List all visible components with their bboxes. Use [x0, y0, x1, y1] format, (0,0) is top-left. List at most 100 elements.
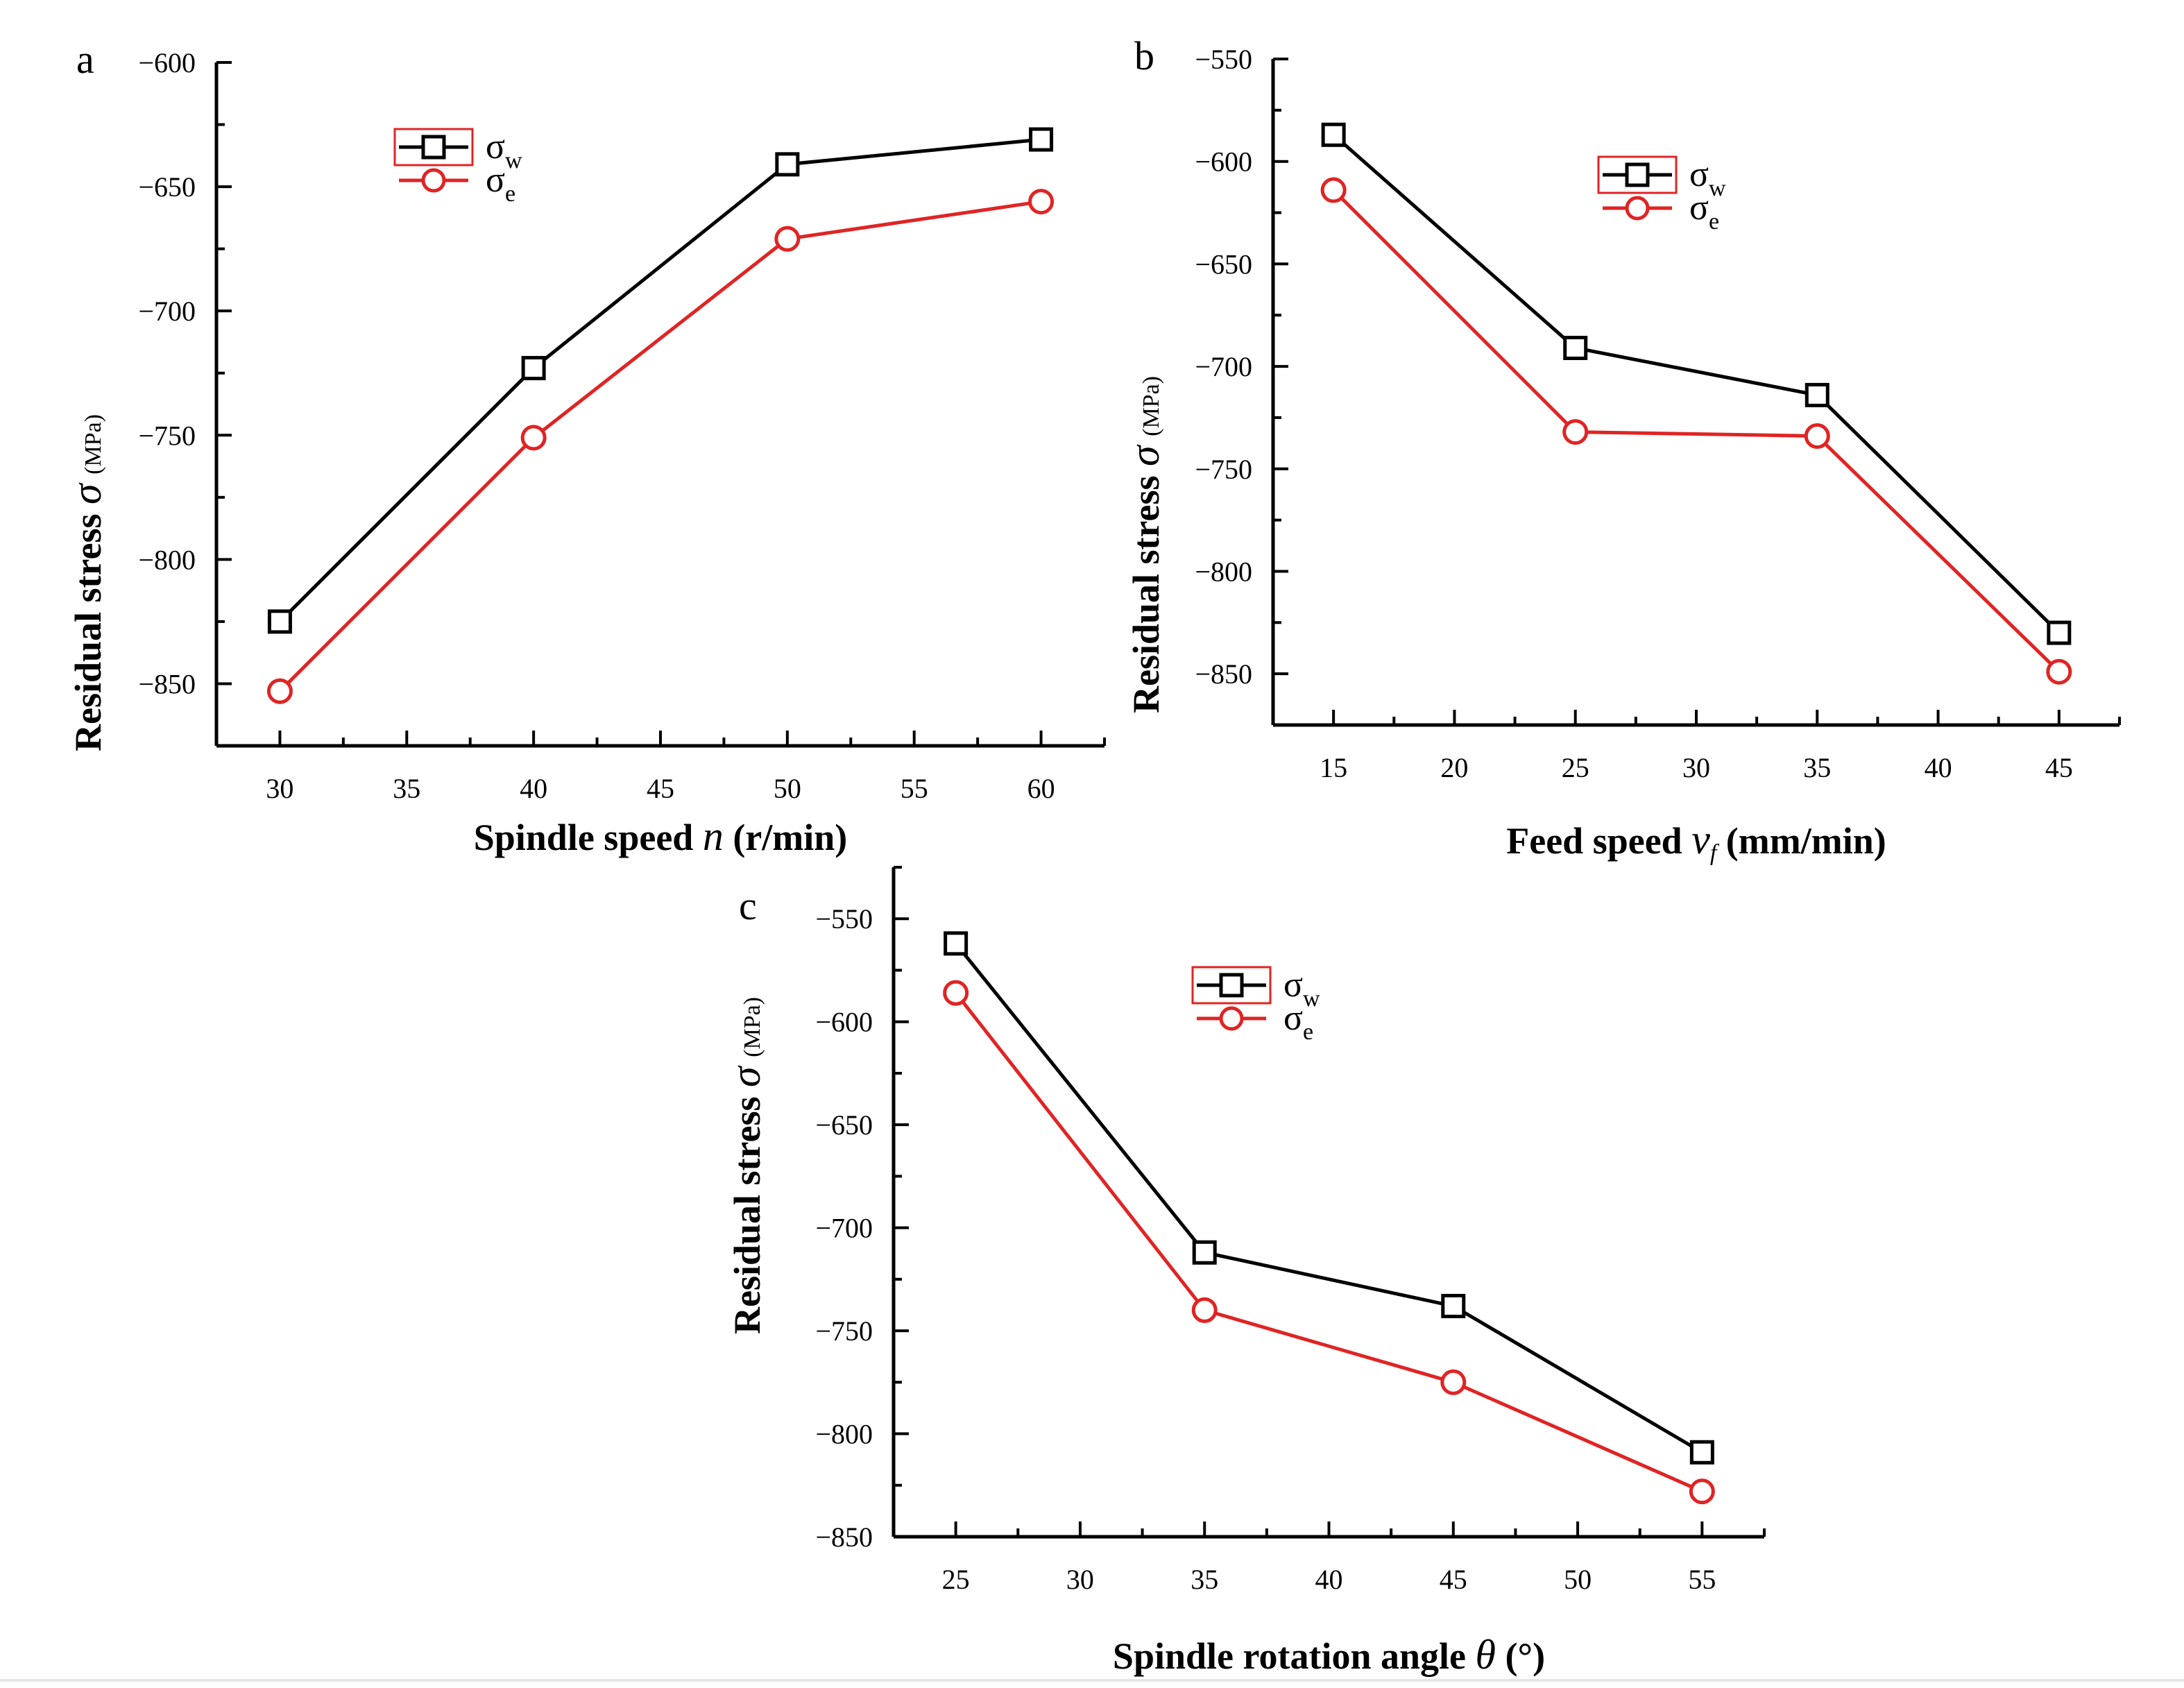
legend-subscript: w — [1303, 986, 1320, 1012]
x-tick-value: 35 — [1803, 752, 1831, 783]
y-tick-sign: − — [138, 544, 154, 575]
legend-label-sigma-w: σw — [1689, 155, 1726, 201]
y-axis-label-unit: (MPa) — [80, 414, 106, 475]
x-tick-label: 50 — [774, 773, 801, 804]
legend-frame — [1597, 155, 1678, 194]
y-tick-sign: − — [1195, 248, 1211, 280]
x-tick-value: 55 — [901, 773, 928, 804]
legend-symbol: σ — [1689, 155, 1709, 194]
x-tick-label: 30 — [1682, 752, 1710, 783]
y-tick-sign: − — [138, 47, 154, 78]
y-tick-sign: − — [815, 1419, 831, 1450]
y-tick-sign: − — [1195, 454, 1211, 485]
x-tick-value: 25 — [1562, 752, 1589, 783]
data-point-sigma-w — [267, 609, 292, 634]
y-tick-sign: − — [815, 1109, 831, 1141]
y-tick-value: 600 — [154, 47, 196, 78]
legend-marker-sigma-w — [1625, 162, 1650, 187]
y-tick-sign: − — [815, 1213, 831, 1244]
x-tick-value: 30 — [1682, 752, 1710, 783]
y-tick-label: −850 — [138, 668, 196, 699]
x-axis-label-space — [724, 817, 733, 858]
data-point-sigma-e — [1440, 1369, 1467, 1395]
x-axis-label-main: Spindle speed — [474, 817, 694, 858]
data-point-sigma-e — [1028, 189, 1055, 215]
data-point-sigma-w — [1321, 122, 1346, 147]
x-tick-label: 20 — [1440, 752, 1468, 783]
x-axis-label-space — [1716, 820, 1726, 862]
legend-symbol: σ — [1283, 998, 1303, 1038]
data-point-sigma-w — [775, 152, 800, 177]
x-axis-label: Feed speed vf (mm/min) — [1506, 817, 1886, 866]
y-axis-label: Residual stress σ (MPa) — [1122, 376, 1168, 713]
y-tick-value: 700 — [1211, 351, 1252, 382]
y-axis-label-unit: (MPa) — [740, 997, 765, 1057]
x-axis-label-space — [1682, 820, 1692, 862]
legend-symbol: σ — [486, 127, 505, 167]
y-tick-value: 850 — [831, 1521, 873, 1553]
y-tick-label: −700 — [138, 296, 196, 327]
series-line-sigma-w — [954, 942, 1703, 1454]
x-tick-label: 40 — [1925, 752, 1952, 783]
x-tick-value: 25 — [942, 1564, 970, 1595]
y-axis-label-space — [1125, 436, 1167, 446]
y-tick-sign: − — [1195, 351, 1211, 382]
x-axis-label: Spindle rotation angle θ (°) — [1113, 1632, 1545, 1678]
y-tick-value: 550 — [1211, 44, 1252, 75]
y-tick-label: −650 — [1195, 248, 1252, 280]
x-tick-label: 60 — [1027, 773, 1055, 804]
data-point-sigma-e — [520, 425, 547, 451]
y-tick-sign: − — [1195, 146, 1211, 178]
y-tick-sign: − — [815, 1315, 831, 1347]
x-axis-label-main: Spindle rotation angle — [1113, 1635, 1466, 1677]
y-tick-label: −550 — [815, 903, 873, 935]
legend-label-sigma-e: σe — [486, 160, 515, 207]
y-tick-label: −850 — [1195, 658, 1252, 690]
x-tick-value: 50 — [774, 773, 801, 804]
y-tick-sign: − — [815, 1521, 831, 1553]
legend-subscript: e — [1303, 1019, 1313, 1045]
data-point-sigma-w — [2047, 620, 2072, 645]
y-tick-value: 850 — [1211, 658, 1252, 690]
legend-label-sigma-w: σw — [486, 127, 522, 173]
panel-letter-text: b — [1134, 33, 1154, 78]
y-tick-label: −650 — [138, 171, 196, 203]
data-point-sigma-w — [1563, 335, 1588, 360]
y-tick-sign: − — [815, 1007, 831, 1038]
y-axis-label-space — [726, 1087, 768, 1097]
y-tick-label: −600 — [815, 1007, 873, 1038]
data-point-sigma-w — [1689, 1440, 1714, 1465]
y-tick-value: 600 — [1211, 146, 1252, 178]
x-tick-value: 30 — [266, 773, 293, 804]
legend-marker-sigma-e — [1219, 1006, 1244, 1031]
x-tick-label: 30 — [1066, 1564, 1094, 1595]
x-tick-value: 45 — [2045, 752, 2073, 783]
x-tick-value: 40 — [1925, 752, 1952, 783]
y-tick-sign: − — [1195, 658, 1211, 690]
x-tick-label: 25 — [1562, 752, 1589, 783]
series-line-sigma-e — [954, 991, 1703, 1493]
y-tick-label: −600 — [138, 47, 196, 78]
data-point-sigma-e — [1562, 419, 1589, 445]
y-tick-sign: − — [138, 171, 154, 203]
y-tick-label: −750 — [1195, 454, 1252, 485]
x-tick-value: 45 — [1440, 1564, 1467, 1595]
y-tick-sign: − — [138, 296, 154, 327]
x-tick-label: 55 — [1688, 1564, 1716, 1595]
x-tick-value: 35 — [1191, 1564, 1218, 1595]
y-axis-label-unit: (MPa) — [1138, 376, 1164, 436]
x-tick-value: 50 — [1564, 1564, 1592, 1595]
legend-marker-sigma-e — [421, 168, 446, 193]
legend-subscript: w — [505, 148, 522, 173]
x-tick-value: 35 — [393, 773, 420, 804]
legend-marker-sigma-w — [1219, 973, 1244, 998]
y-tick-value: 750 — [154, 420, 196, 451]
x-tick-label: 45 — [1440, 1564, 1467, 1595]
data-point-sigma-e — [2046, 658, 2072, 685]
y-tick-label: −800 — [815, 1419, 873, 1450]
